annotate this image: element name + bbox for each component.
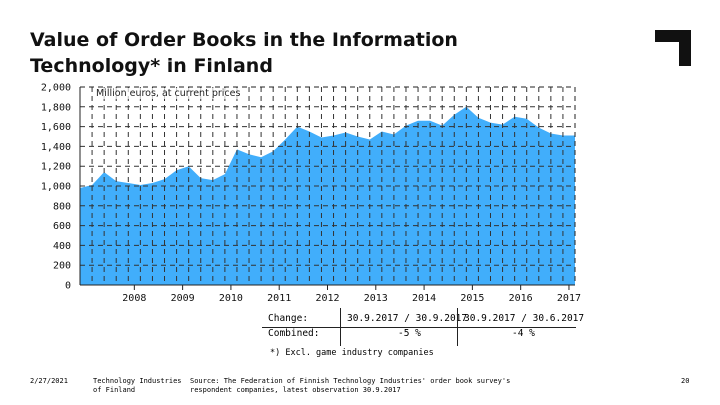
footer-date: 2/27/2021: [30, 377, 68, 385]
footer-source: Source: The Federation of Finnish Techno…: [190, 377, 511, 394]
change-period-2: 30.9.2017 / 30.6.2017: [464, 313, 585, 324]
y-tick-label: 2,000: [41, 83, 71, 94]
y-tick-label: 400: [53, 241, 71, 252]
combined-change-2: -4 %: [512, 328, 535, 339]
y-tick-label: 1,200: [41, 162, 71, 173]
page-number: 20: [681, 377, 690, 385]
y-tick-label: 1,400: [41, 142, 71, 153]
x-tick-label: 2012: [315, 293, 339, 304]
area-chart: 0 200 400 600 800 1,000 1,200 1,400 1,600 1,800 2,…: [41, 83, 581, 305]
page-title: Value of Order Books in the Information …: [30, 27, 590, 79]
x-tick-label: 2013: [364, 293, 388, 304]
x-tick-label: 2016: [509, 293, 533, 304]
x-tick-label: 2009: [171, 293, 195, 304]
x-tick-label: 2008: [122, 293, 146, 304]
x-tick-label: 2014: [412, 293, 436, 304]
change-period-1: 30.9.2017 / 30.9.2017: [347, 313, 468, 324]
y-tick-label: 1,000: [41, 182, 71, 193]
table-divider: [262, 327, 576, 328]
brand-logo-icon: [655, 30, 691, 66]
title-line-1: Value of Order Books in the Information: [30, 29, 458, 51]
x-tick-label: 2010: [219, 293, 243, 304]
footer-org: Technology Industries of Finland: [93, 377, 182, 394]
y-tick-label: 600: [53, 221, 71, 232]
y-axis-label: Million euros, at current prices: [96, 88, 240, 99]
table-divider-vertical-2: [457, 308, 458, 346]
y-tick-label: 1,800: [41, 102, 71, 113]
y-tick-label: 200: [53, 261, 71, 272]
x-tick-label: 2015: [460, 293, 484, 304]
y-tick-label: 0: [65, 281, 71, 292]
x-tick-label: 2011: [267, 293, 291, 304]
change-label: Change:: [268, 313, 309, 324]
y-tick-label: 1,600: [41, 122, 71, 133]
title-line-2: Technology* in Finland: [30, 55, 273, 77]
y-tick-label: 800: [53, 201, 71, 212]
combined-change-1: -5 %: [398, 328, 421, 339]
y-axis-label-background: [95, 88, 242, 99]
footnote: *) Excl. game industry companies: [270, 348, 434, 358]
table-divider-vertical-1: [340, 308, 341, 346]
x-tick-label: 2017: [557, 293, 581, 304]
combined-label: Combined:: [268, 328, 320, 339]
series-area-combined: [80, 106, 575, 285]
